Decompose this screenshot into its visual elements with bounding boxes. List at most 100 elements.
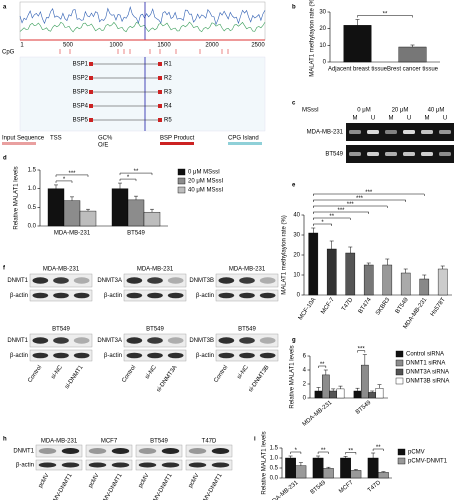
significance-label: * xyxy=(127,175,130,181)
legend-swatch xyxy=(177,177,186,185)
bsp-primer-label: BSP3 xyxy=(73,90,89,96)
legend-label: 0 μM MSssI xyxy=(188,170,220,176)
error-bar xyxy=(355,19,360,26)
cell-label: BT549 xyxy=(238,327,256,333)
panel-label: h xyxy=(3,437,7,443)
y-tick-label: 1.5 xyxy=(270,446,279,452)
axis-tick-label: 1000 xyxy=(109,43,123,49)
legend-swatch xyxy=(177,168,186,176)
blot-band xyxy=(126,292,143,299)
bar xyxy=(285,457,296,479)
error-bar xyxy=(370,390,375,393)
primer xyxy=(89,118,93,122)
y-tick-label: 0 xyxy=(297,293,301,299)
panel-label: i xyxy=(254,437,256,443)
legend-swatch xyxy=(395,377,404,385)
error-bar xyxy=(338,385,343,389)
oe-curve xyxy=(19,21,266,33)
cell-label: MCF7 xyxy=(101,439,118,445)
bar xyxy=(437,268,448,296)
error-bar xyxy=(134,195,138,200)
lane-label: M xyxy=(353,116,358,122)
lane-label: pcMV-DNMT1 xyxy=(50,472,74,500)
y-tick-label: 0.0 xyxy=(270,476,279,482)
row-label: BT549 xyxy=(325,152,343,158)
error-bar xyxy=(371,452,376,458)
significance-label: ** xyxy=(376,445,381,451)
gel-band xyxy=(367,130,379,134)
significance-bracket xyxy=(372,448,384,451)
y-tick-label: 0 xyxy=(323,60,327,66)
bsp-reverse-label: R4 xyxy=(164,104,172,110)
legend-swatch xyxy=(177,186,186,194)
significance-bracket xyxy=(357,15,413,18)
blot-band xyxy=(147,337,163,344)
panel-label: e xyxy=(292,183,296,189)
axis-tick-label: 2000 xyxy=(205,43,219,49)
error-bar xyxy=(54,184,58,189)
legend-label: Control siRNA xyxy=(406,352,444,358)
legend-swatch xyxy=(395,359,404,367)
y-tick-label: 30 xyxy=(293,233,300,239)
blot-band xyxy=(126,352,143,359)
bar xyxy=(398,46,427,63)
y-tick-label: 0.0 xyxy=(28,224,37,230)
bar xyxy=(47,188,65,227)
x-tick-label: MDA-MB-231 xyxy=(302,399,334,427)
legend-label: DNMT3B siRNA xyxy=(406,379,449,385)
lane-label: Control xyxy=(121,365,137,384)
y-tick-label: 0 xyxy=(303,396,307,402)
error-bar xyxy=(422,274,427,279)
blot-band xyxy=(147,352,163,359)
panel-label: a xyxy=(3,5,7,11)
x-tick-label: MCF-10A xyxy=(298,297,318,321)
cell-label: MDA-MB-231 xyxy=(137,267,174,273)
legend-swatch xyxy=(228,142,262,145)
gel-band xyxy=(349,130,361,134)
lane-label: si-DNMT3A xyxy=(156,365,179,394)
significance-label: *** xyxy=(68,171,76,177)
significance-label: ** xyxy=(321,448,326,454)
significance-bracket xyxy=(290,451,302,454)
blot-band xyxy=(126,337,143,344)
protein-label: DNMT1 xyxy=(7,278,28,284)
error-bar xyxy=(298,462,303,466)
bsp-area xyxy=(19,56,266,132)
legend-swatch xyxy=(395,368,404,376)
significance-label: ** xyxy=(134,169,139,175)
blot-band xyxy=(167,292,184,299)
primer xyxy=(89,104,93,108)
protein-label: DNMT3B xyxy=(189,278,214,284)
cell-label: BT549 xyxy=(52,327,70,333)
legend-label: 20 μM MSssI xyxy=(188,179,223,185)
blot-band xyxy=(259,277,276,284)
y-tick-label: 0.5 xyxy=(28,205,37,211)
x-tick-label: MCF7 xyxy=(338,479,355,495)
error-bar xyxy=(316,387,321,391)
y-tick-label: 0.5 xyxy=(270,466,279,472)
significance-bracket xyxy=(313,205,388,208)
blot-band xyxy=(73,292,90,299)
gel-title: MSssI xyxy=(302,108,319,114)
y-axis-label: Relative MALAT1 levels xyxy=(262,431,268,494)
x-tick-label: BT549 xyxy=(310,479,328,495)
lane-label: Control xyxy=(213,365,229,384)
legend-label: GC% xyxy=(98,136,113,142)
blot-band xyxy=(53,277,69,284)
blot-band xyxy=(211,448,230,454)
blot-band xyxy=(259,292,276,299)
x-tick-label: MDA-MB-231 xyxy=(54,231,91,237)
lane-label: si-NC xyxy=(50,364,64,380)
legend-swatch xyxy=(397,448,406,456)
loading-label: β-actin xyxy=(16,463,34,469)
blot-band xyxy=(239,277,255,284)
lane-label: si-NC xyxy=(236,364,250,380)
lane-label: Control xyxy=(27,365,43,384)
bar xyxy=(308,232,319,296)
error-bar xyxy=(381,471,386,473)
error-bar xyxy=(410,44,415,47)
significance-bracket xyxy=(313,211,369,214)
protein-label: DNMT3A xyxy=(97,338,122,344)
legend-swatch xyxy=(395,350,404,358)
row-label: MDA-MB-231 xyxy=(307,130,344,136)
